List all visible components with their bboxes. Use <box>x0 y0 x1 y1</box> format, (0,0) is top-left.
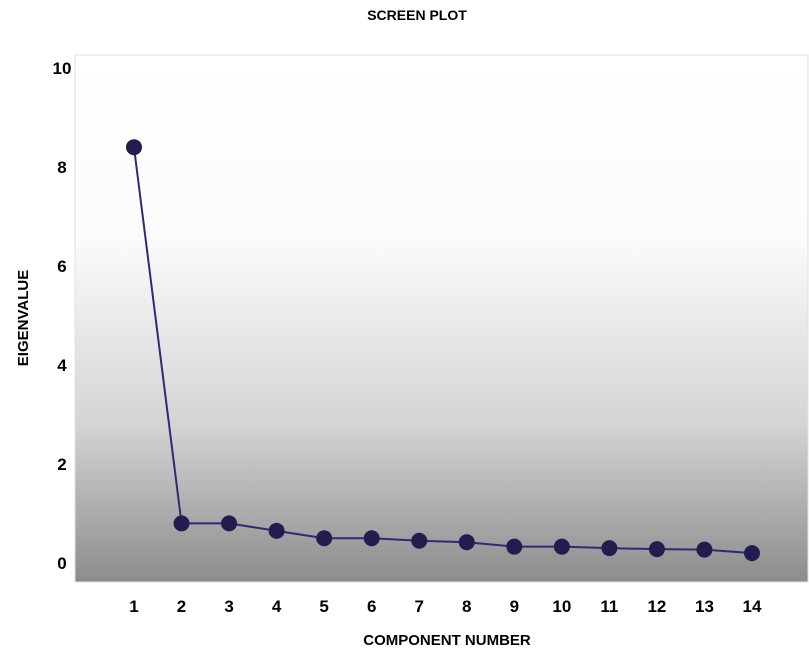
x-tick-label: 11 <box>600 597 618 616</box>
x-tick-label: 3 <box>224 597 233 616</box>
x-tick-label: 12 <box>647 597 666 616</box>
x-tick-label: 7 <box>414 597 423 616</box>
plot-area <box>74 54 809 583</box>
data-point <box>648 541 665 558</box>
y-axis-label: EIGENVALUE <box>15 270 32 366</box>
data-point <box>268 522 285 539</box>
data-point <box>173 515 190 532</box>
x-tick-label: 2 <box>177 597 186 616</box>
data-point <box>126 139 142 156</box>
x-tick-label: 14 <box>743 597 762 616</box>
data-point <box>553 538 570 555</box>
x-axis-label: COMPONENT NUMBER <box>363 632 531 649</box>
data-point <box>458 534 475 551</box>
series-points <box>126 139 760 562</box>
data-point <box>363 530 380 547</box>
chart-title: SCREEN PLOT <box>367 7 467 23</box>
data-point <box>411 532 428 549</box>
y-tick-label: 0 <box>57 554 66 573</box>
x-tick-label: 8 <box>462 597 471 616</box>
data-point <box>506 538 523 555</box>
data-point <box>601 540 618 557</box>
x-tick-label: 13 <box>695 597 714 616</box>
data-point <box>221 515 238 532</box>
x-tick-label: 5 <box>319 597 328 616</box>
x-tick-label: 6 <box>367 597 376 616</box>
x-axis-ticks: 1 2 3 4 5 6 7 8 9 10 11 12 13 14 <box>129 597 762 616</box>
x-tick-label: 4 <box>272 597 282 616</box>
y-tick-label: 6 <box>57 257 66 276</box>
y-tick-label: 8 <box>57 158 66 177</box>
data-point <box>744 545 760 562</box>
x-tick-label: 1 <box>129 597 138 616</box>
x-tick-label: 9 <box>510 597 519 616</box>
y-axis-ticks: 0 2 4 6 8 10 <box>53 59 72 573</box>
y-tick-label: 10 <box>53 59 72 78</box>
y-tick-label: 4 <box>57 356 67 375</box>
data-point <box>696 541 713 558</box>
y-tick-label: 2 <box>57 455 66 474</box>
x-tick-label: 10 <box>552 597 571 616</box>
data-point <box>316 530 333 547</box>
